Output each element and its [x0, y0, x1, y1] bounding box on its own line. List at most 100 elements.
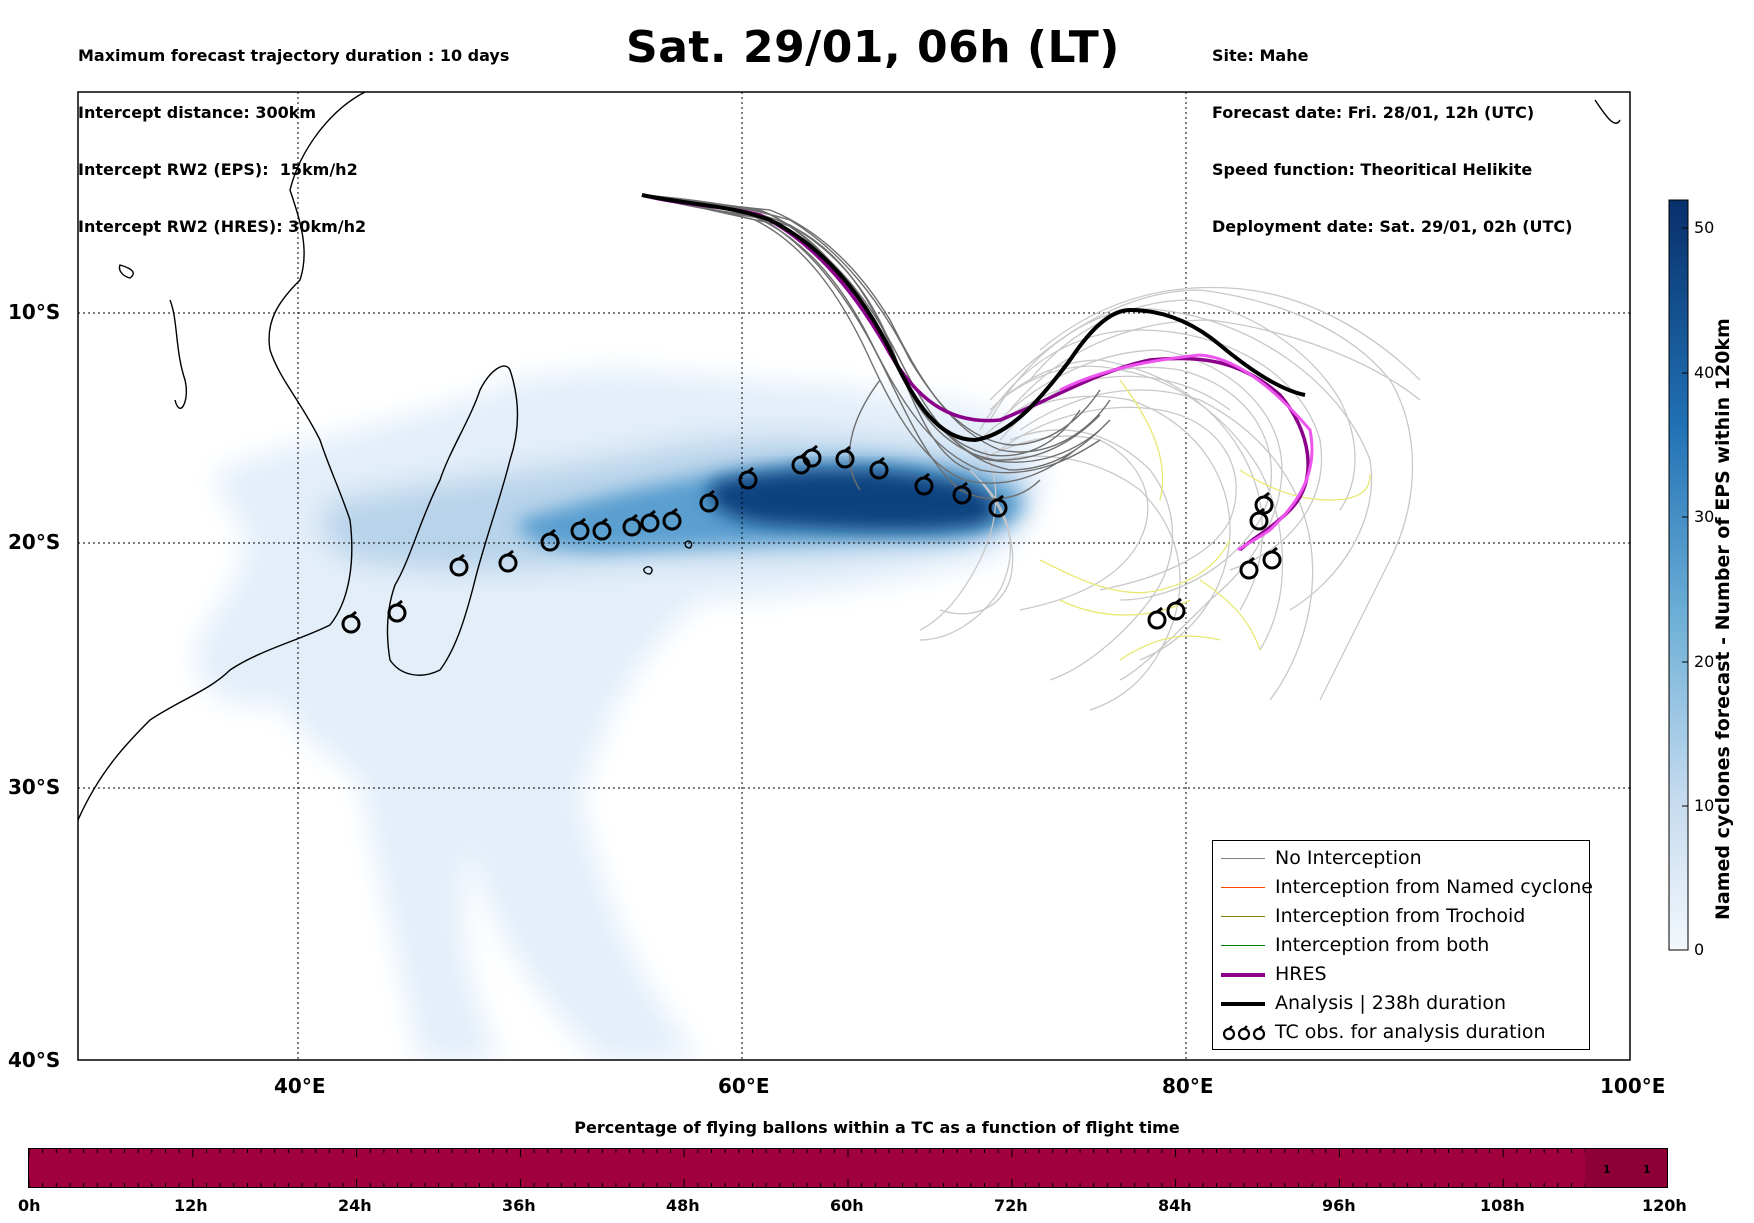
colorbar-tick-label: 30	[1694, 507, 1715, 526]
ensemble-scatter-tracks	[919, 286, 1421, 711]
cyclone-symbol-icon	[1222, 1025, 1266, 1041]
map-frame	[77, 91, 1631, 1061]
cyclone-symbol-icon	[802, 444, 822, 468]
time-tick-label: 96h	[1322, 1196, 1356, 1215]
legend-item-tc-obs: TC obs. for analysis duration	[1213, 1019, 1589, 1047]
cyclone-symbol-icon	[738, 466, 758, 490]
time-tick-label: 12h	[174, 1196, 208, 1215]
cyclone-symbol-icon	[988, 494, 1008, 518]
coastlines	[78, 92, 1621, 821]
percentage-bar-ticks	[29, 1149, 1667, 1187]
colorbar-tick-label: 0	[1694, 940, 1705, 959]
cyclone-symbol-icon	[1166, 597, 1186, 621]
cyclone-symbol-icon	[341, 610, 361, 634]
time-tick-label: 0h	[18, 1196, 41, 1215]
time-tick-label: 72h	[994, 1196, 1028, 1215]
time-tick-label: 48h	[666, 1196, 700, 1215]
lat-label: 20°S	[8, 530, 61, 554]
header-right-line: Speed function: Theoritical Helikite	[1212, 160, 1533, 179]
legend-label: No Interception	[1275, 847, 1422, 869]
header-left-line: Intercept RW2 (EPS): 15km/h2	[78, 160, 358, 179]
colorbar-tick-label: 10	[1694, 796, 1715, 815]
header-right-info: Site: Mahe Forecast date: Fri. 28/01, 12…	[1212, 8, 1572, 255]
cyclone-symbol-icon	[952, 481, 972, 505]
time-tick-label: 84h	[1158, 1196, 1192, 1215]
colorbar-tick-label: 40	[1694, 363, 1715, 382]
tc-observation-markers	[341, 444, 1282, 634]
percentage-bar-title: Percentage of flying ballons within a TC…	[574, 1118, 1180, 1137]
colorbar-ticks	[1682, 227, 1688, 951]
lat-label: 40°S	[8, 1048, 61, 1072]
map-legend: No Interception Interception from Named …	[1212, 840, 1593, 1050]
cyclone-symbol-icon	[914, 472, 934, 496]
colorbar-tick-label: 50	[1694, 218, 1715, 237]
cyclone-symbol-icon	[1254, 491, 1274, 515]
time-tick-label: 120h	[1642, 1196, 1687, 1215]
coast-island	[1594, 99, 1621, 124]
time-tick-label: 108h	[1480, 1196, 1525, 1215]
lon-label: 60°E	[718, 1074, 770, 1098]
colorbar-title: Named cyclones forecast - Number of EPS …	[1712, 318, 1734, 920]
legend-item-both: Interception from both	[1213, 932, 1589, 960]
madagascar-coast	[386, 365, 519, 676]
map-title: Sat. 29/01, 06h (LT)	[626, 22, 1120, 73]
cyclone-symbol-icon	[540, 528, 560, 552]
lon-label: 40°E	[274, 1074, 326, 1098]
legend-item-hres: HRES	[1213, 961, 1589, 989]
legend-line	[1221, 887, 1265, 888]
colorbar-tick-label: 20	[1694, 652, 1715, 671]
legend-label: HRES	[1275, 963, 1327, 985]
time-tick-label: 36h	[502, 1196, 536, 1215]
header-left-line: Intercept RW2 (HRES): 30km/h2	[78, 217, 367, 236]
percentage-bar-tail-cell	[1585, 1149, 1667, 1187]
legend-item-no-interception: No Interception	[1213, 845, 1589, 873]
coast-island	[169, 299, 187, 409]
legend-line	[1221, 945, 1265, 946]
coast-island	[684, 540, 693, 549]
analysis-track	[641, 193, 1306, 443]
cyclone-symbol-icon	[622, 513, 642, 537]
header-left-info: Maximum forecast trajectory duration : 1…	[78, 8, 509, 255]
legend-item-named-cyclone: Interception from Named cyclone	[1213, 874, 1593, 902]
cyclone-symbol-icon	[869, 456, 889, 480]
coast-island	[118, 264, 134, 279]
cyclone-symbol-icon	[640, 509, 660, 533]
cyclone-density-field	[195, 371, 1042, 1060]
cyclone-symbol-icon	[699, 489, 719, 513]
cyclone-symbol-icon	[1262, 546, 1282, 570]
legend-item-trochoid: Interception from Trochoid	[1213, 903, 1589, 931]
lon-label: 100°E	[1600, 1074, 1666, 1098]
cyclone-symbol-icon	[1239, 556, 1259, 580]
legend-line	[1221, 858, 1265, 859]
legend-label: Interception from both	[1275, 934, 1490, 956]
percentage-value: 1	[1643, 1163, 1651, 1176]
cyclone-symbol-icon	[570, 517, 590, 541]
cyclone-symbol-icon	[387, 599, 407, 623]
trochoid-tracks	[1039, 379, 1371, 661]
lat-label: 10°S	[8, 300, 61, 324]
coast-island	[643, 565, 653, 575]
header-left-line: Maximum forecast trajectory duration : 1…	[78, 46, 510, 65]
cyclone-symbol-icon	[592, 517, 612, 541]
colorbar	[1668, 199, 1689, 951]
header-left-line: Intercept distance: 300km	[78, 103, 317, 122]
cyclone-symbol-icon	[662, 507, 682, 531]
cyclone-symbol-icon	[449, 553, 469, 577]
header-right-line: Deployment date: Sat. 29/01, 02h (UTC)	[1212, 217, 1573, 236]
percentage-bar	[28, 1148, 1668, 1188]
header-right-line: Site: Mahe	[1212, 46, 1309, 65]
legend-label: TC obs. for analysis duration	[1275, 1021, 1546, 1043]
legend-label: Interception from Trochoid	[1275, 905, 1526, 927]
percentage-value: 1	[1603, 1163, 1611, 1176]
africa-coast	[78, 92, 366, 821]
density-core-shade	[708, 468, 997, 531]
header-right-line: Forecast date: Fri. 28/01, 12h (UTC)	[1212, 103, 1535, 122]
legend-line	[1221, 916, 1265, 917]
time-tick-label: 60h	[830, 1196, 864, 1215]
legend-label: Interception from Named cyclone	[1275, 876, 1593, 898]
cyclone-symbol-icon	[498, 549, 518, 573]
lon-label: 80°E	[1162, 1074, 1214, 1098]
cyclone-symbol-icon	[1147, 606, 1167, 630]
lat-label: 30°S	[8, 775, 61, 799]
